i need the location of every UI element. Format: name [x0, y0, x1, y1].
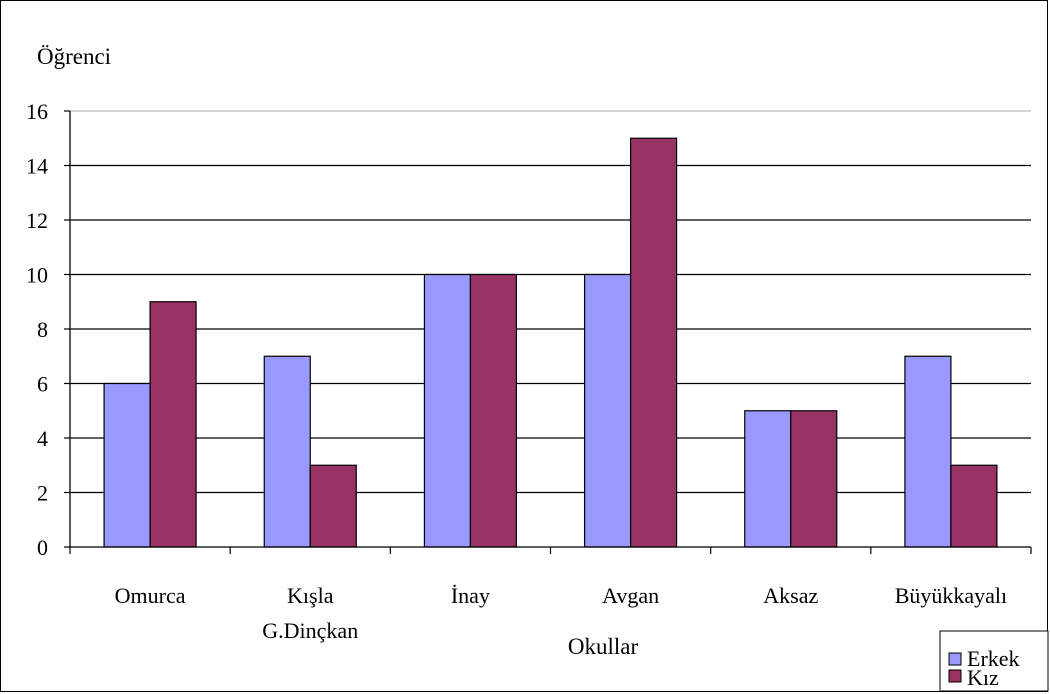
y-tick-label: 12: [26, 208, 48, 233]
bar-erkek-4: [744, 410, 792, 548]
y-tick-label: 16: [26, 99, 48, 124]
y-tick-label: 2: [37, 481, 48, 506]
bar-erkek-1: [263, 355, 311, 548]
x-tick-label: Kışla: [287, 583, 334, 608]
x-tick-labels: Omurca Kışla G.Dinçkan İnay Avgan Aksaz Büyükk…: [115, 583, 1007, 643]
bar-k-z-5: [950, 464, 998, 548]
axes: [64, 110, 1032, 554]
x-axis-title: Okullar: [568, 634, 639, 659]
bar-k-z-0: [149, 301, 197, 548]
x-tick-label: Avgan: [602, 583, 659, 608]
y-axis-title: Öğrenci: [37, 44, 111, 69]
gridlines: [70, 110, 1031, 494]
legend-swatch-kiz: [948, 669, 962, 683]
y-tick-label: 4: [37, 426, 48, 451]
legend-label-kiz: Kız: [967, 665, 999, 690]
bars: [103, 137, 998, 548]
y-tick-labels: 0 2 4 6 8 10 12 14 16: [26, 99, 48, 560]
x-tick-label: Aksaz: [763, 583, 818, 608]
bar-k-z-3: [629, 137, 678, 548]
y-tick-label: 6: [37, 372, 48, 397]
bar-k-z-4: [790, 410, 838, 548]
x-tick-label: Büyükkayalı: [895, 583, 1007, 608]
bar-k-z-1: [309, 464, 357, 548]
legend-swatch-erkek: [948, 652, 962, 666]
y-tick-label: 14: [26, 154, 48, 179]
bar-erkek-3: [583, 273, 632, 548]
x-tick-label: İnay: [451, 583, 490, 608]
bar-erkek-2: [423, 273, 472, 548]
x-tick-label: Omurca: [115, 583, 186, 608]
x-tick-label: G.Dinçkan: [262, 618, 358, 643]
y-tick-label: 10: [26, 263, 48, 288]
y-tick-label: 0: [37, 535, 48, 560]
y-tick-label: 8: [37, 317, 48, 342]
legend-label-erkek: Erkek: [967, 646, 1020, 671]
bar-k-z-2: [469, 273, 518, 548]
legend: Erkek Kız: [939, 630, 1049, 692]
bar-erkek-0: [103, 382, 151, 548]
bar-erkek-5: [904, 355, 952, 548]
